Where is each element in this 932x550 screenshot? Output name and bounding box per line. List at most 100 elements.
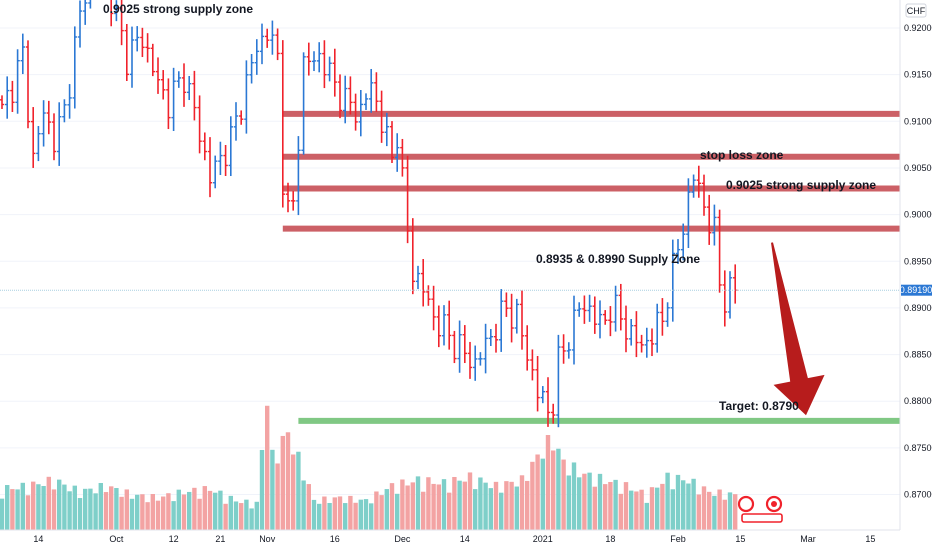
price-bar bbox=[228, 116, 233, 177]
price-bar bbox=[311, 51, 317, 72]
volume-bar bbox=[254, 501, 259, 530]
volume-bar bbox=[660, 483, 665, 530]
volume-bar bbox=[155, 500, 161, 530]
volume-bar bbox=[161, 496, 166, 530]
price-bar bbox=[25, 40, 31, 129]
price-bar bbox=[629, 318, 634, 346]
price-bar bbox=[218, 141, 223, 175]
price-bar bbox=[582, 295, 587, 324]
volume-bar bbox=[15, 489, 20, 530]
down-arrow-shape bbox=[771, 242, 825, 416]
down-arrow[interactable] bbox=[771, 242, 825, 416]
price-bar bbox=[681, 223, 686, 261]
volume-bar bbox=[275, 463, 280, 530]
volume-bar bbox=[431, 483, 436, 530]
volume-bar bbox=[322, 496, 327, 530]
volume-bar bbox=[447, 492, 452, 530]
supply-zone-label: 0.8935 & 0.8990 Supply Zone bbox=[536, 252, 700, 266]
price-bar bbox=[509, 293, 514, 343]
price-bar bbox=[280, 40, 285, 208]
volume-bar bbox=[192, 487, 197, 530]
volume-bar bbox=[259, 449, 265, 530]
price-bar bbox=[473, 345, 478, 381]
price-bar bbox=[171, 67, 176, 132]
volume-bar bbox=[577, 477, 582, 530]
price-bar bbox=[119, 0, 124, 46]
price-bar bbox=[514, 298, 519, 334]
volume-bar bbox=[457, 480, 462, 530]
volume-bar bbox=[488, 488, 493, 530]
price-bar bbox=[5, 76, 10, 119]
volume-bar bbox=[57, 479, 62, 530]
volume-bars bbox=[0, 405, 738, 530]
volume-bar bbox=[649, 487, 655, 530]
time-tick-labels: 14 Oct 12 21 Nov 16 Dec 14 2021 18 Feb 15 Mar 15 bbox=[33, 534, 875, 544]
price-bar bbox=[421, 259, 426, 307]
price-bar bbox=[597, 300, 603, 339]
volume-bar bbox=[213, 492, 218, 530]
price-bar bbox=[613, 285, 618, 332]
volume-bar bbox=[410, 482, 415, 530]
volume-bar bbox=[280, 435, 285, 530]
volume-bar bbox=[556, 448, 561, 530]
price-bar bbox=[488, 329, 493, 347]
target-label: Target: 0.8790 bbox=[719, 399, 799, 413]
volume-bar bbox=[337, 496, 343, 530]
price-bar bbox=[291, 191, 296, 211]
price-bar bbox=[452, 330, 457, 364]
volume-bar bbox=[51, 489, 57, 530]
volume-bar bbox=[613, 479, 618, 530]
price-bar bbox=[213, 155, 218, 189]
price-bar bbox=[431, 285, 436, 331]
price-bar bbox=[540, 386, 545, 404]
price-bar bbox=[405, 155, 410, 244]
volume-bar bbox=[166, 493, 171, 530]
time-axis[interactable]: 14 Oct 12 21 Nov 16 Dec 14 2021 18 Feb 15 Mar 15 bbox=[0, 529, 932, 550]
price-bar bbox=[478, 352, 483, 366]
price-bar bbox=[233, 102, 239, 141]
volume-bar bbox=[400, 479, 405, 530]
volume-bar bbox=[545, 435, 551, 530]
volume-bar bbox=[374, 491, 379, 530]
price-bar bbox=[10, 80, 15, 112]
volume-bar bbox=[353, 502, 358, 530]
time-tick: 16 bbox=[330, 534, 340, 544]
volume-bar bbox=[483, 482, 488, 530]
volume-bar bbox=[712, 495, 717, 530]
price-bar bbox=[114, 0, 119, 22]
price-bar bbox=[187, 76, 192, 101]
price-bar bbox=[72, 26, 77, 109]
price-bar bbox=[67, 84, 72, 119]
price-bar bbox=[499, 289, 504, 352]
volume-bar bbox=[296, 451, 301, 530]
last-price-badge: 0.89190 bbox=[900, 284, 932, 296]
volume-bar bbox=[379, 495, 384, 530]
volume-bar bbox=[389, 483, 395, 530]
volume-bar bbox=[181, 494, 187, 530]
time-tick: 12 bbox=[169, 534, 179, 544]
volume-bar bbox=[270, 449, 275, 530]
volume-bar bbox=[540, 458, 545, 530]
price-bar bbox=[707, 194, 712, 245]
tradingview-logo bbox=[737, 495, 783, 523]
volume-bar bbox=[46, 476, 51, 530]
price-bar bbox=[691, 174, 696, 198]
volume-bar bbox=[587, 472, 592, 530]
price-bar bbox=[166, 78, 171, 130]
volume-bar bbox=[98, 482, 103, 530]
price-bar bbox=[306, 42, 311, 76]
volume-bar bbox=[119, 496, 124, 530]
price-bar bbox=[535, 355, 540, 412]
volume-bar bbox=[462, 481, 467, 530]
volume-bar bbox=[301, 480, 306, 530]
price-bar bbox=[577, 302, 582, 317]
annotations: 0.9025 strong supply zone stop loss zone… bbox=[103, 2, 876, 413]
last-price-label: 0.89190 bbox=[900, 285, 932, 295]
volume-bar bbox=[140, 494, 145, 530]
volume-bar bbox=[171, 501, 176, 530]
